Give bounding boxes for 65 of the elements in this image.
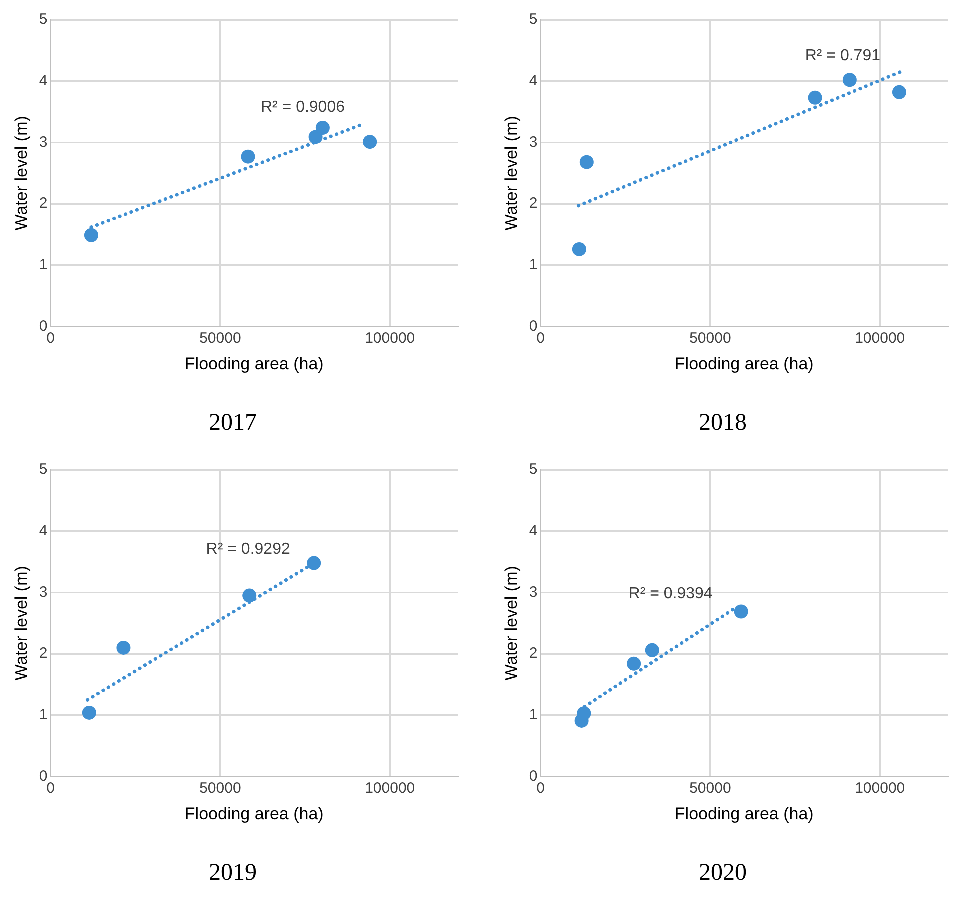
point — [627, 656, 642, 671]
y-tick-label: 0 — [39, 318, 48, 335]
point — [892, 85, 906, 100]
y-tick-label: 2 — [39, 195, 48, 212]
y-axis-title: Water level (m) — [12, 566, 31, 681]
y-tick-label: 3 — [529, 584, 538, 601]
annotation: R² = 0.791 — [805, 48, 881, 65]
y-axis-title: Water level (m) — [12, 116, 31, 231]
x-tick-label: 100000 — [855, 330, 906, 347]
point — [580, 155, 594, 170]
y-tick-label: 3 — [529, 134, 538, 151]
point — [116, 640, 131, 655]
y-tick-label: 4 — [39, 72, 48, 90]
y-tick-label: 1 — [39, 256, 48, 274]
x-tick-label: 50000 — [200, 780, 242, 797]
point — [242, 588, 257, 603]
y-tick-label: 0 — [39, 768, 48, 785]
x-tick-label: 50000 — [200, 330, 242, 347]
y-tick-label: 1 — [39, 706, 48, 724]
y-axis-title: Water level (m) — [502, 116, 521, 231]
point — [808, 90, 822, 105]
point — [842, 73, 857, 88]
y-tick-label: 3 — [39, 134, 48, 151]
x-axis-title: Flooding area (ha) — [674, 804, 814, 824]
point — [82, 706, 96, 720]
y-tick-label: 2 — [39, 645, 48, 662]
y-tick-label: 4 — [529, 72, 538, 90]
y-tick-label: 5 — [529, 461, 538, 478]
y-tick-label: 3 — [39, 584, 48, 601]
point — [307, 556, 322, 570]
y-tick-label: 5 — [39, 11, 48, 28]
y-tick-label: 4 — [529, 522, 538, 540]
point — [316, 120, 330, 135]
x-axis-title: Flooding area (ha) — [184, 354, 324, 374]
x-tick-label: 50000 — [690, 330, 732, 347]
x-axis-title: Flooding area (ha) — [674, 354, 814, 374]
point — [577, 706, 592, 721]
point — [645, 643, 660, 658]
x-axis-title: Flooding area (ha) — [184, 804, 324, 824]
text: 2017 — [209, 410, 257, 436]
y-tick-label: 1 — [529, 256, 538, 274]
point — [363, 135, 378, 150]
text: 2019 — [209, 860, 257, 886]
annotation: R² = 0.9292 — [206, 541, 290, 558]
x-tick-label: 100000 — [855, 780, 906, 797]
y-tick-label: 2 — [529, 195, 538, 212]
y-axis-title: Water level (m) — [502, 566, 521, 681]
point — [84, 228, 98, 242]
y-tick-label: 2 — [529, 645, 538, 662]
point — [734, 604, 748, 619]
y-tick-label: 0 — [529, 318, 538, 335]
text: 2018 — [699, 410, 747, 436]
x-tick-label: 100000 — [365, 330, 416, 347]
y-tick-label: 5 — [39, 461, 48, 478]
point — [572, 242, 586, 256]
x-tick-label: 50000 — [690, 780, 732, 797]
annotation: R² = 0.9006 — [260, 99, 346, 116]
x-tick-label: 100000 — [365, 780, 416, 797]
y-tick-label: 4 — [39, 522, 48, 540]
annotation: R² = 0.9394 — [628, 585, 713, 602]
y-tick-label: 0 — [529, 768, 538, 785]
y-tick-label: 5 — [529, 11, 538, 28]
y-tick-label: 1 — [529, 706, 538, 724]
point — [241, 150, 256, 164]
text: 2020 — [699, 860, 747, 886]
